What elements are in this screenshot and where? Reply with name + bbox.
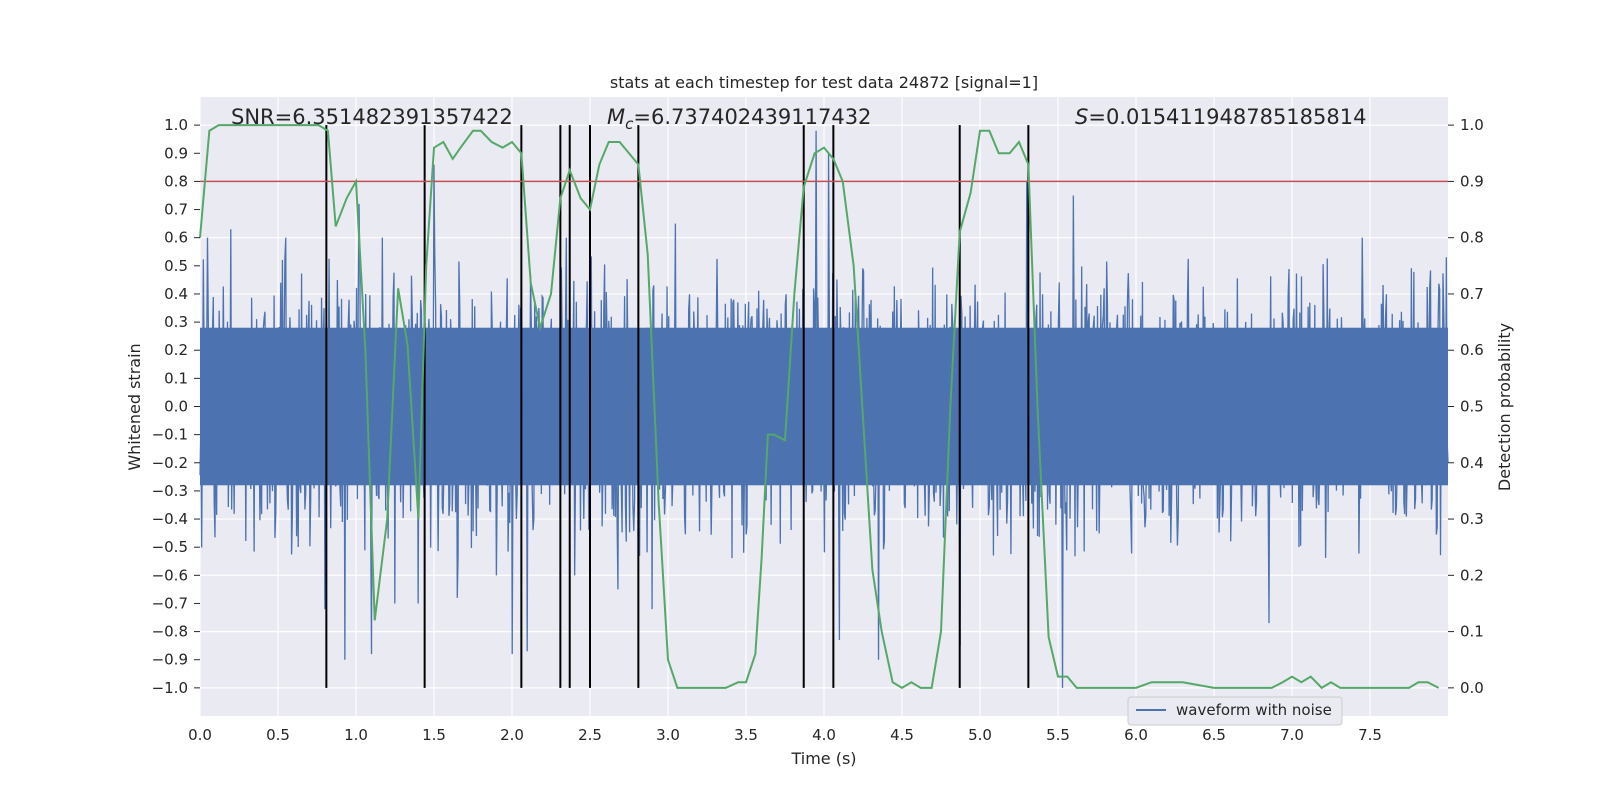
y2-tick-label: 0.9 bbox=[1460, 172, 1484, 190]
x-tick-label: 6.0 bbox=[1124, 726, 1148, 744]
x-tick-label: 3.0 bbox=[656, 726, 680, 744]
y-tick-label: 0.9 bbox=[164, 144, 188, 162]
y-tick-label: −0.2 bbox=[152, 454, 188, 472]
y-tick-label: −1.0 bbox=[152, 679, 188, 697]
y-axis-label: Whitened strain bbox=[125, 343, 144, 470]
x-tick-label: 4.5 bbox=[890, 726, 914, 744]
y2-tick-label: 0.6 bbox=[1460, 341, 1484, 359]
y-tick-label: −0.1 bbox=[152, 426, 188, 444]
y2-tick-labels: 0.0 0.1 0.2 0.3 0.4 0.5 0.6 0.7 0.8 0.9 1.0 bbox=[1448, 116, 1484, 697]
y-tick-label: 1.0 bbox=[164, 116, 188, 134]
y-tick-label: −0.9 bbox=[152, 651, 188, 669]
x-tick-labels: 0.0 0.5 1.0 1.5 2.0 2.5 3.0 3.5 4.0 4.5 5.0 5.5 6.0 6… bbox=[188, 726, 1382, 744]
x-tick-label: 2.0 bbox=[500, 726, 524, 744]
chart-title: stats at each timestep for test data 248… bbox=[610, 73, 1038, 92]
y-tick-label: 0.0 bbox=[164, 398, 188, 416]
x-tick-label: 2.5 bbox=[578, 726, 602, 744]
y-tick-label: −0.7 bbox=[152, 594, 188, 612]
y-tick-label: 0.8 bbox=[164, 172, 188, 190]
y-tick-label: −0.4 bbox=[152, 510, 188, 528]
y-tick-labels: −1.0 −0.9 −0.8 −0.7 −0.6 −0.5 −0.4 −0.3 −0.2 −0.1… bbox=[152, 116, 200, 697]
y2-tick-label: 0.5 bbox=[1460, 398, 1484, 416]
s-annotation: S=0.015411948785185814 bbox=[1075, 105, 1366, 129]
y2-tick-label: 0.0 bbox=[1460, 679, 1484, 697]
noise-line bbox=[199, 130, 1449, 688]
legend-label: waveform with noise bbox=[1176, 701, 1332, 719]
y2-axis-label: Detection probability bbox=[1495, 323, 1514, 491]
legend-box bbox=[1127, 696, 1343, 726]
mc-annotation: Mc=6.737402439117432 bbox=[607, 105, 871, 133]
probability-line bbox=[199, 124, 1440, 690]
snr-annotation: SNR=6.351482391357422 bbox=[231, 105, 513, 129]
x-tick-label: 6.5 bbox=[1202, 726, 1226, 744]
y2-tick-label: 0.4 bbox=[1460, 454, 1484, 472]
x-tick-label: 5.0 bbox=[968, 726, 992, 744]
x-tick-label: 1.5 bbox=[422, 726, 446, 744]
y2-tick-label: 0.2 bbox=[1460, 566, 1484, 584]
y-tick-label: −0.3 bbox=[152, 482, 188, 500]
vertical-lines bbox=[325, 125, 1030, 688]
x-tick-label: 0.5 bbox=[266, 726, 290, 744]
y2-tick-label: 0.7 bbox=[1460, 285, 1484, 303]
y-tick-label: 0.1 bbox=[164, 369, 188, 387]
legend: waveform with noise bbox=[1127, 696, 1343, 726]
y-tick-label: 0.3 bbox=[164, 313, 188, 331]
x-axis-label: Time (s) bbox=[790, 749, 856, 768]
y-tick-label: 0.6 bbox=[164, 229, 188, 247]
y-tick-label: −0.5 bbox=[152, 538, 188, 556]
y2-tick-label: 0.1 bbox=[1460, 623, 1484, 641]
y-tick-label: 0.4 bbox=[164, 285, 188, 303]
y-tick-label: 0.7 bbox=[164, 201, 188, 219]
y-tick-label: 0.5 bbox=[164, 257, 188, 275]
x-tick-label: 5.5 bbox=[1046, 726, 1070, 744]
y-tick-label: −0.6 bbox=[152, 566, 188, 584]
y-tick-label: −0.8 bbox=[152, 623, 188, 641]
x-tick-label: 4.0 bbox=[812, 726, 836, 744]
x-tick-label: 1.0 bbox=[344, 726, 368, 744]
x-tick-label: 7.0 bbox=[1280, 726, 1304, 744]
y-tick-label: 0.2 bbox=[164, 341, 188, 359]
x-tick-label: 7.5 bbox=[1358, 726, 1382, 744]
y2-tick-label: 0.8 bbox=[1460, 229, 1484, 247]
y2-tick-label: 0.3 bbox=[1460, 510, 1484, 528]
x-tick-label: 3.5 bbox=[734, 726, 758, 744]
x-tick-label: 0.0 bbox=[188, 726, 212, 744]
y2-tick-label: 1.0 bbox=[1460, 116, 1484, 134]
